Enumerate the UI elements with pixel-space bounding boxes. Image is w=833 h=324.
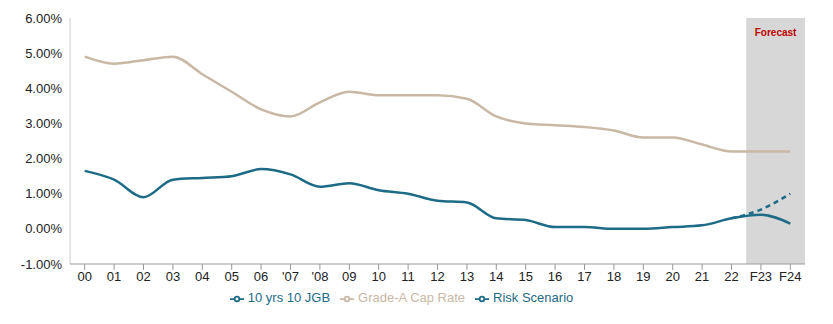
svg-text:12: 12 — [430, 269, 444, 284]
svg-text:22: 22 — [724, 269, 738, 284]
svg-text:13: 13 — [460, 269, 474, 284]
svg-text:03: 03 — [166, 269, 180, 284]
svg-text:5.00%: 5.00% — [25, 46, 62, 61]
svg-text:20: 20 — [665, 269, 679, 284]
html-text:10 yrs 10 JGB: 10 yrs 10 JGB — [247, 290, 331, 305]
svg-text:'07: '07 — [282, 269, 299, 284]
svg-text:F24: F24 — [779, 269, 801, 284]
svg-text:14: 14 — [489, 269, 503, 284]
svg-text:-1.00%: -1.00% — [21, 257, 63, 272]
svg-text:2.00%: 2.00% — [25, 151, 62, 166]
svg-text:'08: '08 — [311, 269, 328, 284]
svg-text:11: 11 — [401, 269, 415, 284]
svg-text:Forecast: Forecast — [755, 27, 797, 38]
svg-text:04: 04 — [195, 269, 209, 284]
svg-text:6.00%: 6.00% — [25, 11, 62, 26]
svg-text:F23: F23 — [750, 269, 772, 284]
svg-text:06: 06 — [254, 269, 268, 284]
svg-text:10: 10 — [371, 269, 385, 284]
html-text:Risk Scenario: Risk Scenario — [493, 290, 574, 305]
svg-text:18: 18 — [607, 269, 621, 284]
svg-text:15: 15 — [518, 269, 532, 284]
svg-text:0.00%: 0.00% — [25, 221, 62, 236]
svg-text:16: 16 — [548, 269, 562, 284]
svg-text:4.00%: 4.00% — [25, 81, 62, 96]
svg-text:3.00%: 3.00% — [25, 116, 62, 131]
svg-text:21: 21 — [695, 269, 709, 284]
svg-text:17: 17 — [577, 269, 591, 284]
svg-text:09: 09 — [342, 269, 356, 284]
html-text:Grade-A Cap Rate: Grade-A Cap Rate — [358, 290, 466, 305]
svg-text:02: 02 — [136, 269, 150, 284]
svg-text:00: 00 — [77, 269, 91, 284]
svg-text:1.00%: 1.00% — [25, 186, 62, 201]
svg-text:01: 01 — [107, 269, 121, 284]
svg-text:05: 05 — [224, 269, 238, 284]
svg-text:19: 19 — [636, 269, 650, 284]
